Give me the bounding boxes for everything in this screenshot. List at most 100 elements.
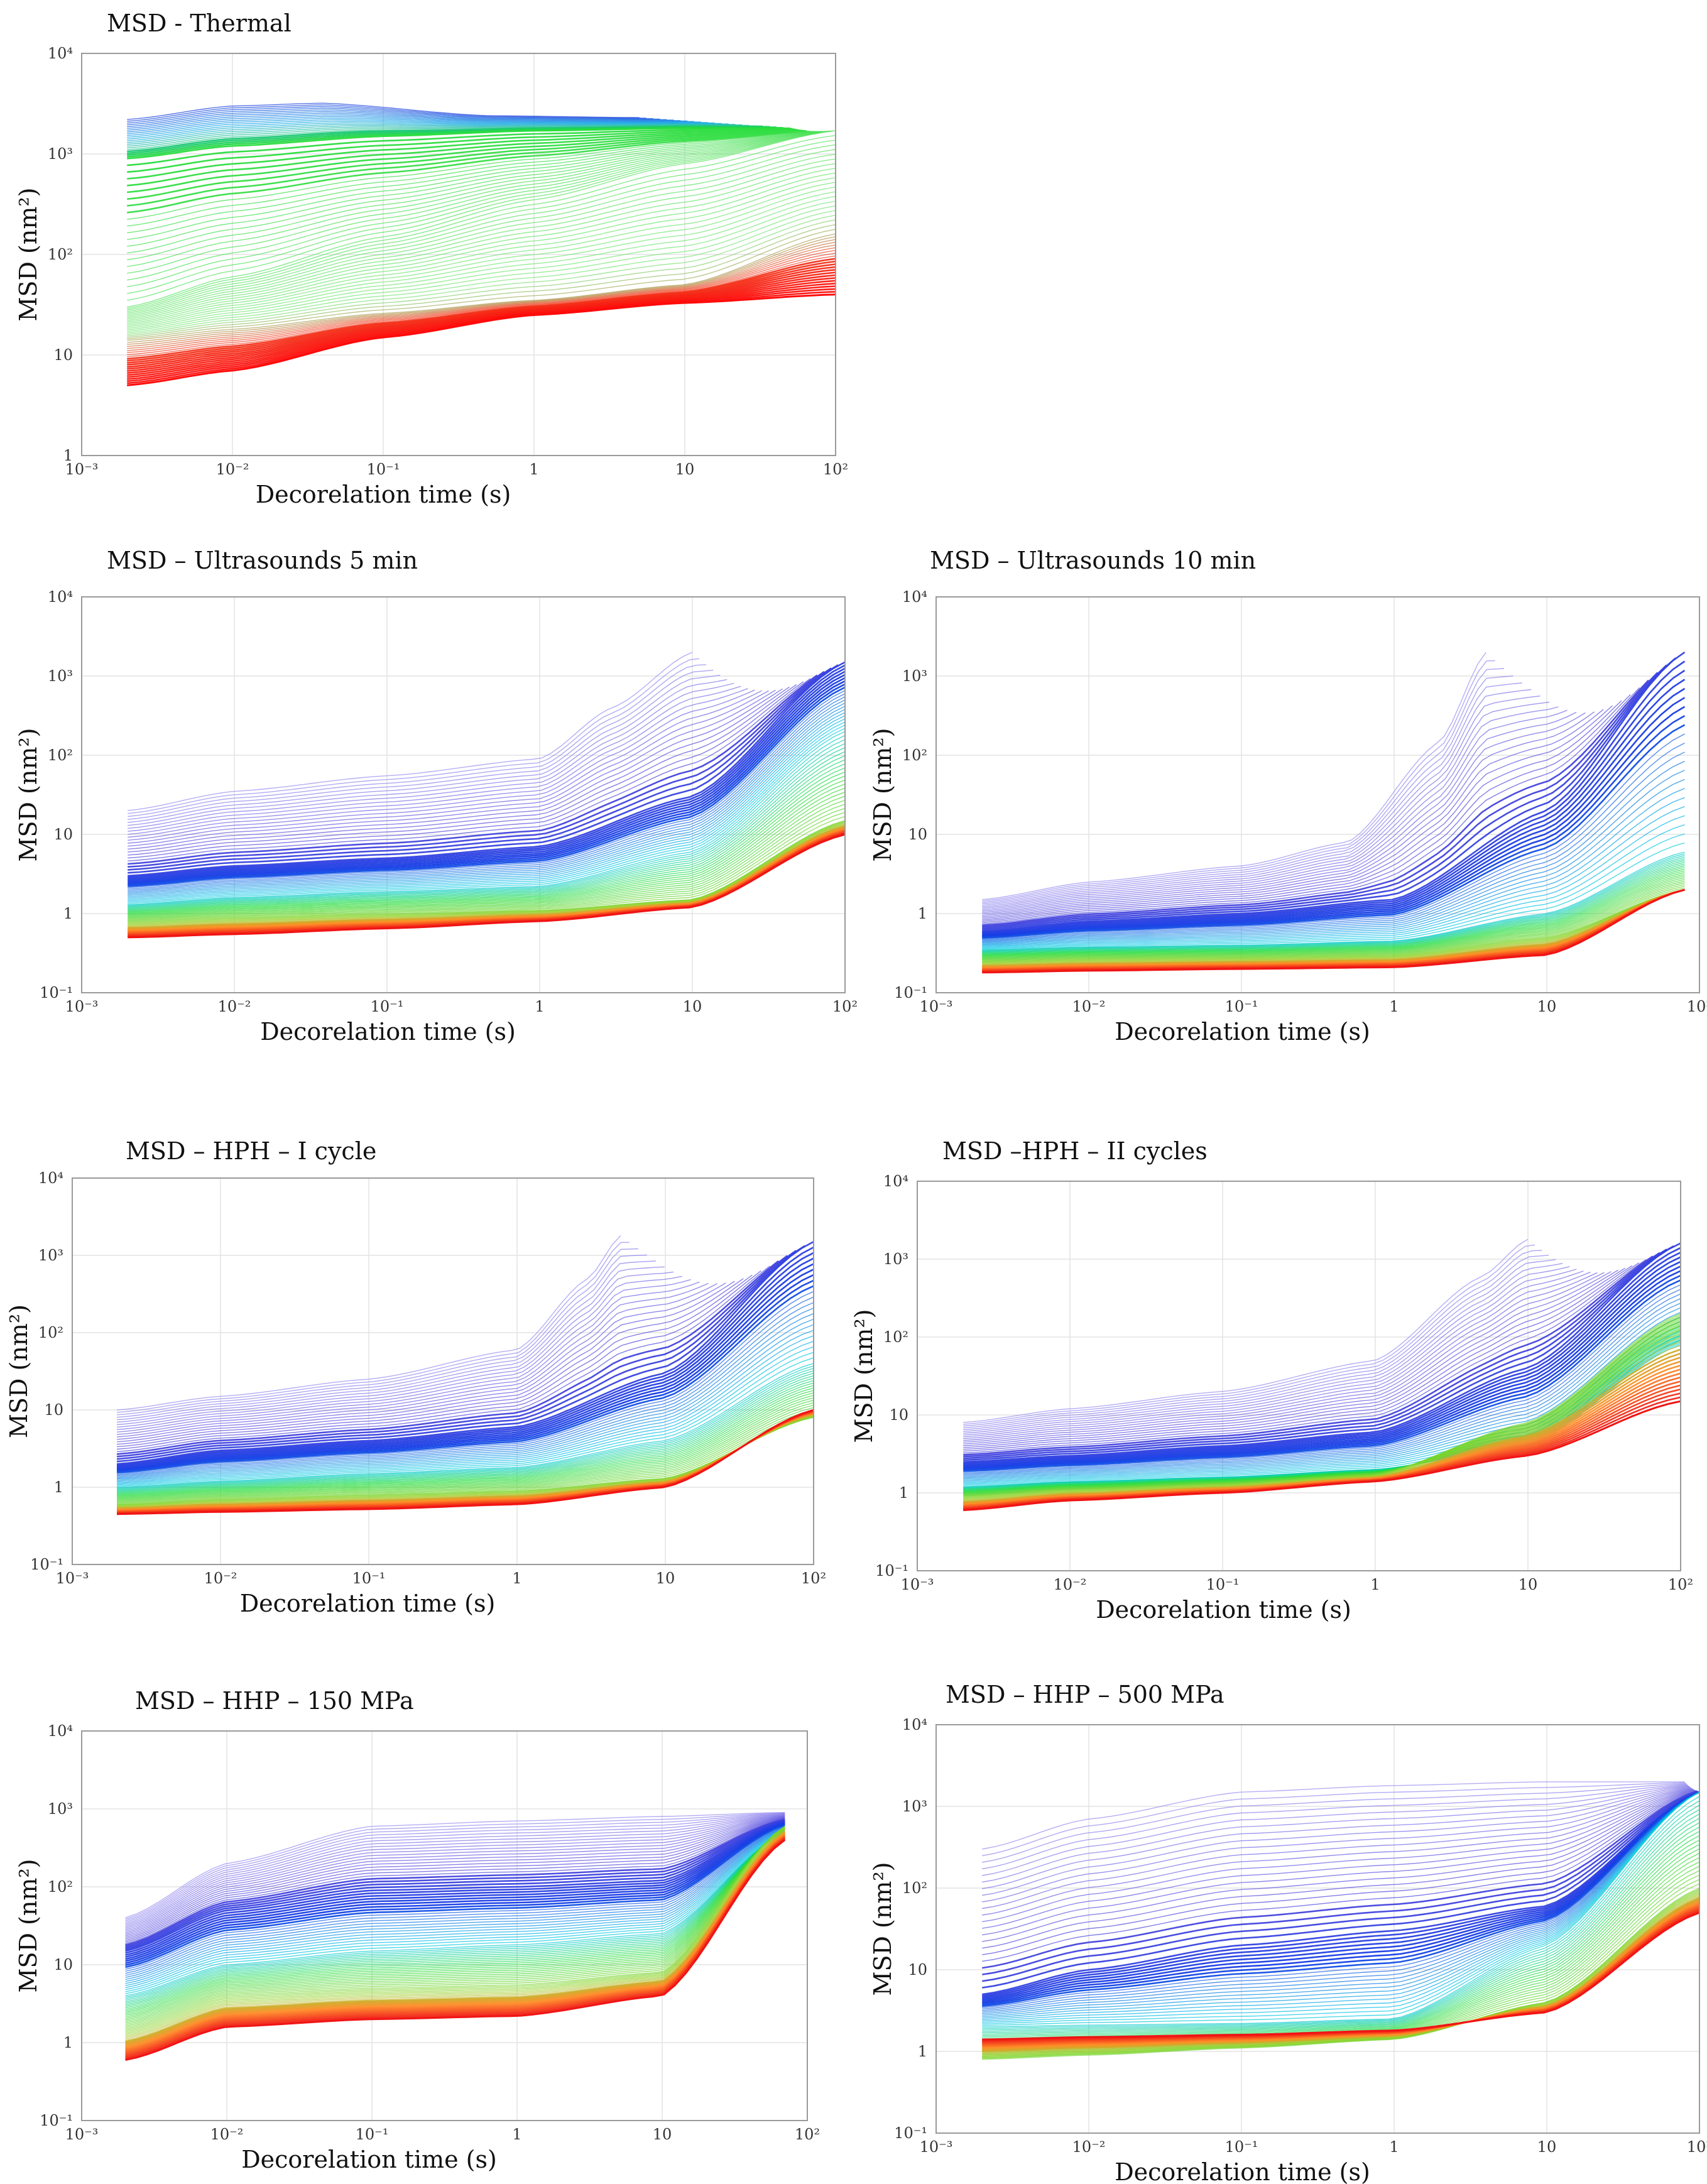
- x-tick-label: 10²: [801, 1570, 826, 1587]
- x-tick-label: 10: [653, 2126, 672, 2143]
- chart-title: MSD – HPH – I cycle: [126, 1137, 376, 1165]
- y-tick-label: 10⁴: [48, 45, 73, 62]
- series-line: [125, 1821, 785, 1958]
- series-line: [963, 1266, 1570, 1434]
- x-tick-label: 10: [656, 1570, 675, 1587]
- series-line: [116, 1395, 814, 1498]
- series-line: [125, 1830, 785, 2007]
- series-line: [127, 131, 815, 240]
- chart-panel-hhp-150mpa: MSD – HHP – 150 MPa 10⁻³ 10⁻² 10⁻¹ 1 10 10² 10⁻…: [0, 1671, 867, 2184]
- series-group: [127, 102, 836, 386]
- series-line: [116, 1302, 814, 1477]
- x-axis-label: Decorelation time (s): [241, 2146, 497, 2173]
- series-line: [128, 833, 845, 939]
- series-line: [125, 1829, 785, 2010]
- series-line: [125, 1823, 785, 1962]
- x-tick-label: 10²: [795, 2126, 820, 2143]
- series-line: [116, 1313, 814, 1478]
- series-line: [982, 865, 1685, 954]
- y-tick-label: 10: [889, 1406, 908, 1424]
- series-line: [125, 1828, 785, 2013]
- series-line: [982, 660, 1495, 902]
- series-line: [125, 1831, 785, 1992]
- series-line: [116, 1266, 665, 1423]
- series-line: [982, 1791, 1699, 2004]
- series-line: [116, 1365, 814, 1488]
- series-line: [982, 711, 1577, 915]
- series-line: [128, 664, 845, 878]
- series-line: [125, 1814, 785, 1926]
- series-line: [125, 1824, 785, 1968]
- series-line: [982, 1822, 1699, 2038]
- y-tick-label: 10⁻¹: [894, 2124, 927, 2142]
- series-line: [125, 1813, 785, 1923]
- series-line: [116, 1282, 726, 1440]
- series-line: [982, 860, 1685, 953]
- series-line: [116, 1246, 814, 1466]
- series-line: [963, 1244, 1535, 1425]
- y-tick-label: 10⁻¹: [875, 1562, 908, 1580]
- series-line: [982, 889, 1685, 964]
- chart-panel-hhp-500mpa: MSD – HHP – 500 MPa 10⁻³ 10⁻² 10⁻¹ 1 10 10² 10⁻…: [867, 1671, 1707, 2184]
- series-line: [116, 1241, 814, 1465]
- series-line: [128, 670, 845, 881]
- series-line: [982, 1791, 1699, 2013]
- series-line: [982, 824, 1685, 948]
- series-line: [128, 690, 769, 844]
- series-line: [128, 674, 721, 823]
- series-line: [116, 1265, 770, 1453]
- series-line: [128, 664, 839, 874]
- series-line: [116, 1279, 814, 1473]
- series-line: [963, 1259, 1556, 1431]
- x-tick-label: 10⁻²: [210, 2126, 244, 2143]
- series-line: [982, 815, 1685, 947]
- series-line: [116, 1407, 814, 1502]
- series-line: [125, 1818, 785, 1946]
- series-line: [127, 104, 646, 122]
- series-line: [127, 219, 836, 337]
- series-line: [128, 787, 845, 916]
- series-line: [116, 1370, 814, 1490]
- series-line: [116, 1399, 814, 1500]
- series-line: [982, 1791, 1699, 2007]
- series-line: [128, 677, 845, 883]
- x-tick-label: 10: [1537, 998, 1557, 1015]
- series-line: [116, 1363, 814, 1488]
- series-line: [116, 1390, 814, 1497]
- series-line: [963, 1262, 1640, 1452]
- series-line: [128, 775, 845, 914]
- series-line: [116, 1291, 814, 1474]
- series-line: [128, 751, 845, 909]
- x-tick-label: 10: [675, 461, 695, 478]
- series-line: [127, 112, 681, 131]
- chart-panel-hph-1-cycle: MSD – HPH – I cycle 10⁻³ 10⁻² 10⁻¹ 1 10 10² 10⁻…: [0, 1125, 867, 1627]
- series-line: [116, 1372, 814, 1491]
- y-axis-label: MSD (nm²): [850, 1309, 878, 1443]
- series-line: [128, 795, 845, 917]
- series-line: [116, 1385, 814, 1495]
- series-line: [982, 1895, 1699, 2054]
- x-tick-label: 10⁻¹: [1225, 998, 1258, 1015]
- series-line: [982, 675, 1513, 905]
- series-line: [116, 1242, 630, 1413]
- y-axis-label: MSD (nm²): [869, 1862, 897, 1996]
- series-line: [127, 214, 836, 335]
- series-line: [125, 1831, 785, 2001]
- series-line: [116, 1412, 814, 1504]
- series-line: [127, 111, 674, 129]
- series-line: [128, 712, 845, 897]
- series-line: [963, 1289, 1681, 1474]
- series-line: [982, 1826, 1699, 2039]
- series-line: [982, 873, 1685, 957]
- series-line: [963, 1284, 1681, 1473]
- y-tick-label: 10: [53, 346, 73, 364]
- y-axis-label: MSD (nm²): [14, 1859, 42, 1993]
- series-line: [982, 687, 1640, 925]
- series-line: [127, 129, 799, 187]
- series-line: [982, 1791, 1699, 2024]
- series-line: [982, 1791, 1699, 2014]
- series-line: [127, 149, 836, 314]
- series-line: [128, 724, 845, 903]
- series-line: [116, 1235, 621, 1411]
- series-line: [125, 1813, 785, 1925]
